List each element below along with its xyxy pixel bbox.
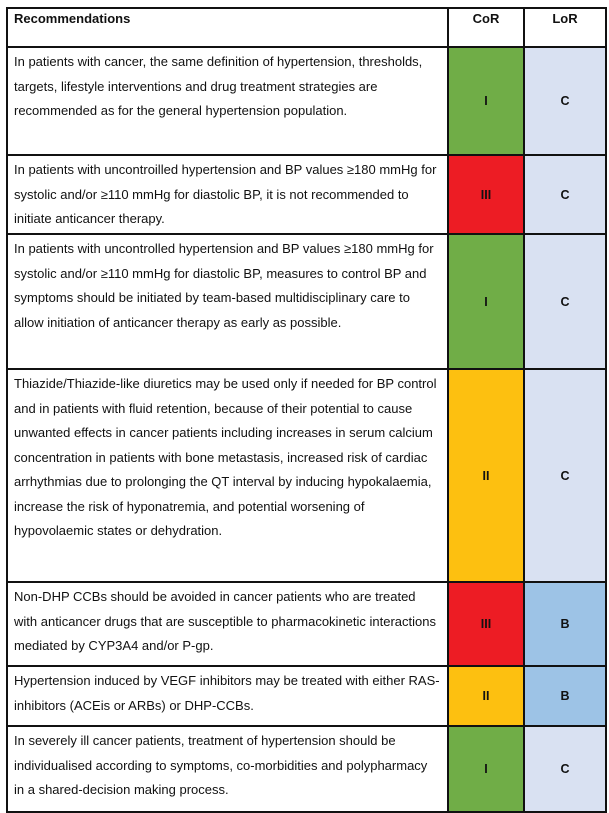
lor-cell: C: [523, 154, 607, 235]
header-cor: CoR: [447, 7, 525, 48]
cor-cell: II: [447, 368, 525, 583]
table-row: Thiazide/Thiazide-like diuretics may be …: [6, 368, 607, 583]
lor-cell: C: [523, 46, 607, 156]
lor-cell: C: [523, 233, 607, 370]
lor-cell: C: [523, 368, 607, 583]
table-row: Hypertension induced by VEGF inhibitors …: [6, 665, 607, 727]
lor-cell: C: [523, 725, 607, 813]
table-row: In severely ill cancer patients, treatme…: [6, 725, 607, 813]
header-row: Recommendations CoR LoR: [6, 7, 607, 48]
cor-cell: II: [447, 665, 525, 727]
cor-cell: III: [447, 581, 525, 667]
header-lor: LoR: [523, 7, 607, 48]
table-row: In patients with cancer, the same defini…: [6, 46, 607, 156]
header-recommendations: Recommendations: [6, 7, 449, 48]
recommendation-text: In patients with uncontroilled hypertens…: [6, 154, 449, 235]
lor-cell: B: [523, 665, 607, 727]
cor-cell: I: [447, 233, 525, 370]
recommendations-table: Recommendations CoR LoR In patients with…: [6, 7, 607, 813]
lor-cell: B: [523, 581, 607, 667]
recommendation-text: In patients with cancer, the same defini…: [6, 46, 449, 156]
table-row: In patients with uncontroilled hypertens…: [6, 154, 607, 235]
recommendation-text: Hypertension induced by VEGF inhibitors …: [6, 665, 449, 727]
cor-cell: I: [447, 46, 525, 156]
recommendation-text: In severely ill cancer patients, treatme…: [6, 725, 449, 813]
table-row: In patients with uncontrolled hypertensi…: [6, 233, 607, 370]
recommendation-text: In patients with uncontrolled hypertensi…: [6, 233, 449, 370]
recommendation-text: Thiazide/Thiazide-like diuretics may be …: [6, 368, 449, 583]
cor-cell: I: [447, 725, 525, 813]
recommendation-text: Non-DHP CCBs should be avoided in cancer…: [6, 581, 449, 667]
table-row: Non-DHP CCBs should be avoided in cancer…: [6, 581, 607, 667]
cor-cell: III: [447, 154, 525, 235]
